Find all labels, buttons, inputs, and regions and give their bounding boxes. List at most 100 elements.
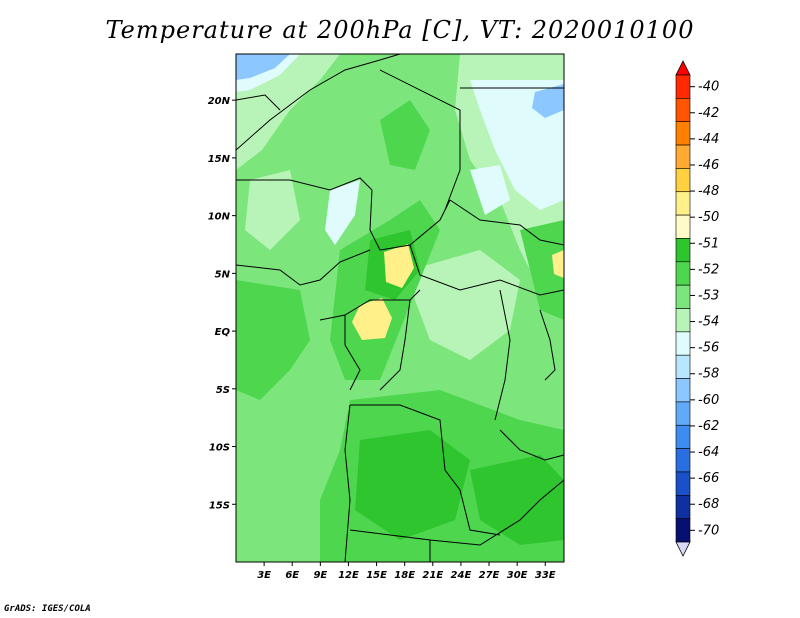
colorbar-label: -46 — [698, 158, 719, 173]
colorbar-label: -70 — [698, 523, 719, 538]
colorbar-segment — [675, 238, 691, 263]
y-tick-label: 15S — [209, 500, 230, 511]
field-region — [470, 455, 564, 545]
x-tick-label: 24E — [451, 570, 472, 581]
border-line — [499, 429, 564, 461]
colorbar-segment — [675, 494, 691, 519]
y-tick-label: 15N — [208, 154, 231, 165]
border-line — [379, 299, 411, 391]
colorbar-label: -52 — [698, 262, 719, 277]
country-borders — [236, 54, 564, 562]
border-line — [369, 189, 451, 251]
colorbar-label: -50 — [698, 210, 719, 225]
colorbar: -40 -42 -44 -46 -48 -50 -51 -52 -53 -54 -56 -58 -60 -… — [675, 60, 719, 557]
colorbar-label: -60 — [698, 393, 719, 408]
colorbar-label: -68 — [698, 497, 719, 512]
border-line — [449, 199, 564, 246]
colorbar-label: -44 — [698, 132, 719, 147]
field-region — [532, 84, 564, 118]
field-region — [410, 250, 520, 360]
colorbar-segment — [675, 214, 691, 239]
colorbar-label: -58 — [698, 367, 719, 382]
colorbar-segment — [675, 284, 691, 309]
x-tick-label: 30E — [507, 570, 528, 581]
x-tick-label: 18E — [394, 570, 415, 581]
colorbar-segment — [675, 448, 691, 473]
border-line — [344, 404, 351, 562]
colorbar-top-arrow — [675, 60, 691, 76]
border-line — [236, 177, 373, 191]
border-line — [350, 404, 501, 536]
x-tick-label: 12E — [338, 570, 359, 581]
colorbar-segment — [675, 401, 691, 426]
border-line — [494, 289, 511, 421]
colorbar-label: -40 — [698, 80, 719, 95]
field-region — [552, 250, 564, 278]
colorbar-segment — [675, 424, 691, 449]
colorbar-segment — [675, 168, 691, 193]
border-line — [379, 69, 461, 211]
colorbar-label: -64 — [698, 445, 719, 460]
colorbar-label: -66 — [698, 471, 719, 486]
colorbar-segment — [675, 74, 691, 99]
y-tick-label: 5N — [215, 269, 231, 280]
x-axis: 3E 6E 9E 12E 15E 18E 21E 24E 27E 30E 33E — [257, 562, 556, 581]
temperature-field — [236, 54, 564, 562]
map-frame — [235, 53, 565, 563]
y-tick-label: 20N — [208, 96, 231, 107]
x-tick-label: 15E — [366, 570, 387, 581]
colorbar-label: -62 — [698, 419, 719, 434]
colorbar-segment — [675, 98, 691, 122]
x-tick-label: 21E — [422, 570, 443, 581]
field-region — [470, 165, 510, 215]
y-axis: 20N 15N 10N 5N EQ 5S 10S 15S — [208, 96, 236, 511]
field-region — [380, 100, 430, 170]
colorbar-segment — [675, 144, 691, 169]
colorbar-label: -53 — [698, 288, 719, 303]
field-region — [245, 170, 300, 250]
colorbar-label: -54 — [698, 315, 719, 330]
border-line — [344, 315, 361, 391]
colorbar-label: -48 — [698, 184, 719, 199]
colorbar-label: -42 — [698, 106, 719, 121]
colorbar-segment — [675, 308, 691, 333]
colorbar-label: -51 — [698, 236, 719, 251]
border-line — [236, 249, 371, 286]
field-region — [384, 244, 414, 288]
border-line — [319, 289, 421, 321]
field-region — [355, 430, 470, 540]
x-tick-label: 3E — [257, 570, 271, 581]
colorbar-segment — [675, 378, 691, 403]
chart-title: Temperature at 200hPa [C], VT: 202001010… — [105, 16, 695, 44]
colorbar-segment — [675, 354, 691, 379]
x-tick-label: 6E — [285, 570, 299, 581]
y-tick-label: EQ — [215, 327, 231, 338]
y-tick-label: 5S — [216, 385, 230, 396]
colorbar-segment — [675, 518, 691, 543]
border-line — [409, 244, 564, 296]
border-line — [539, 309, 556, 381]
border-line — [236, 94, 281, 111]
colorbar-bottom-arrow — [675, 541, 691, 557]
colorbar-segment — [675, 261, 691, 286]
border-line — [429, 479, 564, 546]
border-line — [349, 529, 431, 562]
colorbar-segment — [675, 121, 691, 146]
colorbar-segment — [675, 331, 691, 356]
x-tick-label: 9E — [313, 570, 327, 581]
y-tick-label: 10S — [209, 443, 230, 454]
colorbar-segment — [675, 471, 691, 496]
border-line — [236, 54, 401, 151]
field-region — [520, 220, 564, 320]
x-tick-label: 33E — [535, 570, 556, 581]
colorbar-segment — [675, 191, 691, 216]
y-tick-label: 10N — [208, 212, 231, 223]
field-region — [236, 54, 290, 80]
colorbar-label: -56 — [698, 341, 719, 356]
field-region — [325, 180, 360, 245]
field-region — [352, 298, 392, 340]
grads-credit: GrADS: IGES/COLA — [4, 604, 91, 614]
x-tick-label: 27E — [479, 570, 500, 581]
field-region — [236, 280, 310, 400]
